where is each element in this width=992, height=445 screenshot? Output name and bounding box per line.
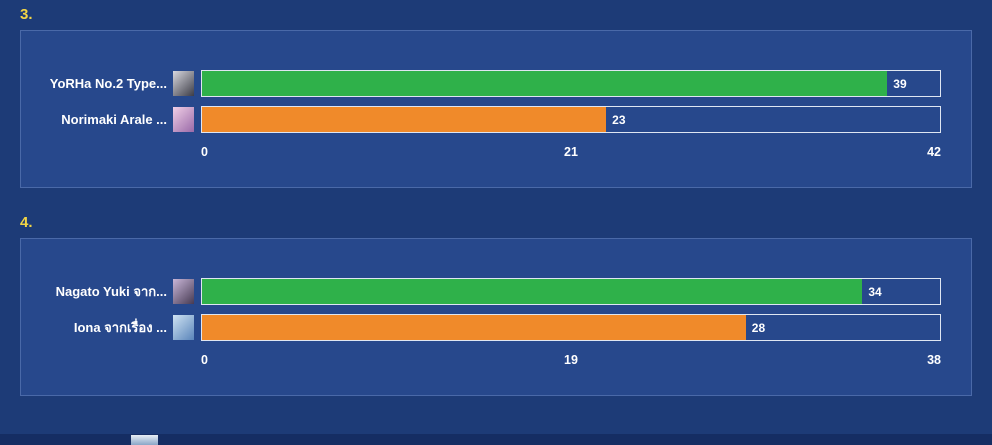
x-axis: 0 19 38 xyxy=(201,353,941,369)
next-block-partial xyxy=(0,434,992,445)
bar xyxy=(202,107,607,132)
bar xyxy=(202,279,863,304)
axis-tick: 0 xyxy=(201,145,208,159)
chart-panel: YoRHa No.2 Type... 39 Norimaki Arale ...… xyxy=(20,30,972,188)
bar-track: 23 xyxy=(201,106,941,133)
chart-panel: Nagato Yuki จาก... 34 Iona จากเรื่อง ...… xyxy=(20,238,972,396)
option-label: Nagato Yuki จาก... xyxy=(55,284,167,299)
axis-tick: 21 xyxy=(564,145,578,159)
bar-row: Nagato Yuki จาก... 34 xyxy=(21,278,941,305)
bar-track: 28 xyxy=(201,314,941,341)
bar xyxy=(202,315,746,340)
axis-tick: 19 xyxy=(564,353,578,367)
bar-value: 34 xyxy=(868,284,882,299)
question-number: 3. xyxy=(20,6,33,23)
question-block-4: 4. Nagato Yuki จาก... 34 Iona จากเรื่อง … xyxy=(20,214,972,396)
x-axis: 0 21 42 xyxy=(201,145,941,161)
option-label: YoRHa No.2 Type... xyxy=(49,76,167,91)
partial-avatar xyxy=(131,435,158,445)
bar xyxy=(202,71,888,96)
option-label: Norimaki Arale ... xyxy=(61,112,167,127)
bar-row: Iona จากเรื่อง ... 28 xyxy=(21,314,941,341)
norimaki-arale-avatar xyxy=(173,107,194,132)
option-label: Iona จากเรื่อง ... xyxy=(73,320,167,335)
question-number: 4. xyxy=(20,214,33,231)
bar-track: 39 xyxy=(201,70,941,97)
bar-track: 34 xyxy=(201,278,941,305)
nagato-yuki-avatar xyxy=(173,279,194,304)
yorha-2b-avatar xyxy=(173,71,194,96)
bar-value: 23 xyxy=(612,112,626,127)
bar-row: Norimaki Arale ... 23 xyxy=(21,106,941,133)
bar-row: YoRHa No.2 Type... 39 xyxy=(21,70,941,97)
bar-value: 39 xyxy=(893,76,907,91)
axis-tick: 0 xyxy=(201,353,208,367)
axis-tick: 42 xyxy=(927,145,941,159)
iona-avatar xyxy=(173,315,194,340)
axis-tick: 38 xyxy=(927,353,941,367)
question-block-3: 3. YoRHa No.2 Type... 39 Norimaki Arale … xyxy=(20,6,972,188)
bar-value: 28 xyxy=(751,320,766,335)
